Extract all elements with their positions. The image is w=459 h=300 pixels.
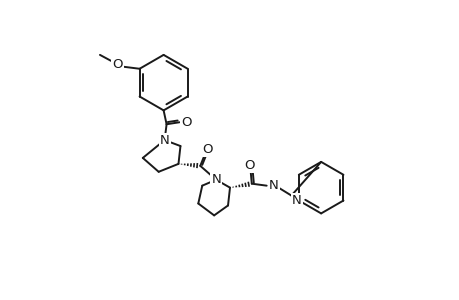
Text: O: O: [202, 142, 212, 155]
Text: N: N: [291, 194, 301, 207]
Text: N: N: [159, 134, 169, 147]
Text: O: O: [112, 58, 123, 71]
Text: O: O: [244, 159, 254, 172]
Text: N: N: [211, 173, 220, 186]
Text: N: N: [268, 179, 278, 192]
Text: O: O: [181, 116, 191, 129]
